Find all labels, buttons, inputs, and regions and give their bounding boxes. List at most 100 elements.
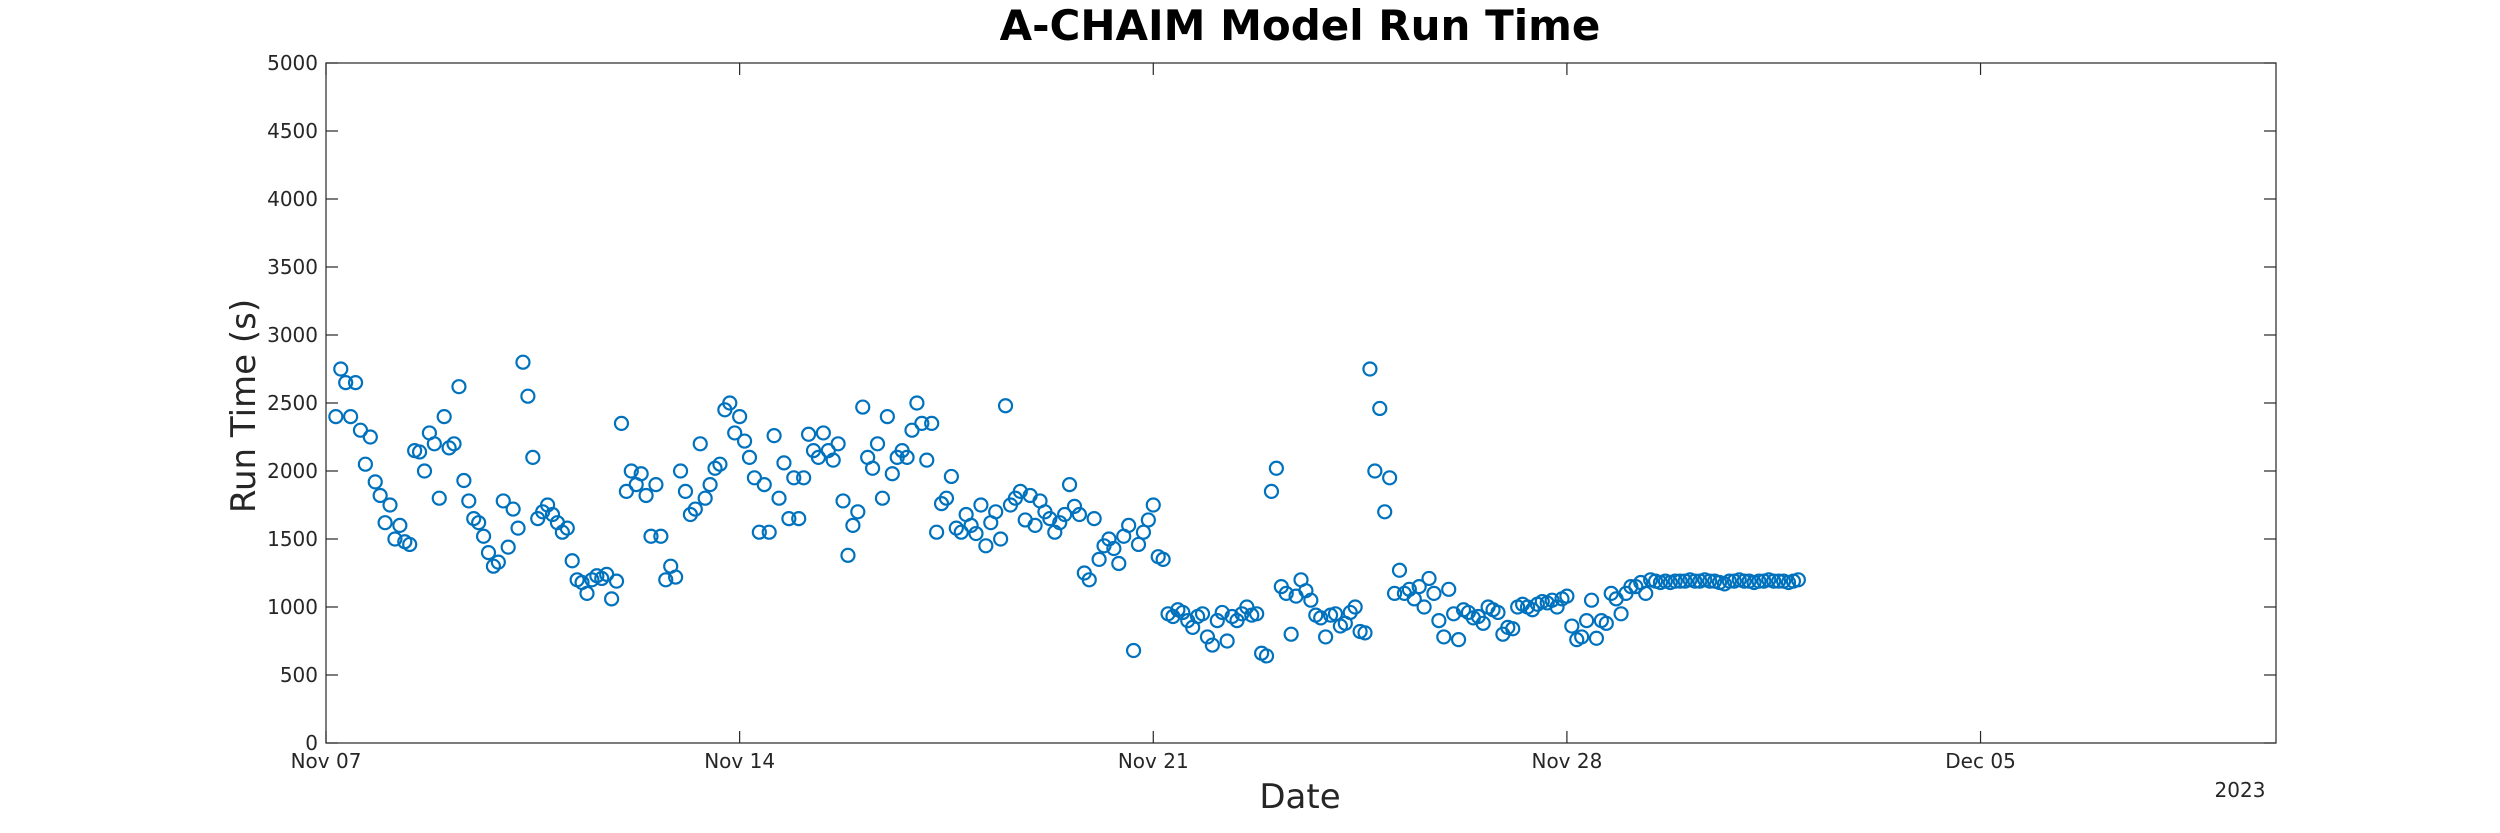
data-point xyxy=(480,544,497,561)
data-point xyxy=(1086,510,1102,527)
data-point xyxy=(372,487,388,504)
data-point xyxy=(1559,588,1575,604)
data-point xyxy=(899,449,915,465)
data-point xyxy=(825,452,841,468)
data-point xyxy=(1736,573,1752,589)
y-tick-label: 3000 xyxy=(267,323,318,347)
data-point xyxy=(712,456,728,472)
data-point xyxy=(1588,630,1605,646)
data-point xyxy=(416,463,433,479)
y-tick-label: 5000 xyxy=(267,51,318,75)
data-point xyxy=(884,466,900,482)
data-point xyxy=(1667,573,1683,589)
data-point xyxy=(643,528,659,544)
data-point xyxy=(471,515,487,531)
data-point xyxy=(850,504,866,520)
data-point xyxy=(781,510,797,527)
x-tick-label: Nov 14 xyxy=(704,749,775,773)
data-point xyxy=(697,490,713,506)
data-point xyxy=(1313,610,1329,626)
data-point xyxy=(1061,477,1078,493)
data-point xyxy=(968,525,984,542)
data-point xyxy=(736,433,753,449)
data-point xyxy=(475,528,492,544)
data-point xyxy=(879,409,895,425)
data-point xyxy=(1771,573,1787,589)
data-point xyxy=(929,524,945,540)
y-tick-label: 2000 xyxy=(267,459,318,483)
data-point xyxy=(505,501,521,517)
chart-title: A-CHAIM Model Run Time xyxy=(1000,1,1601,50)
data-point xyxy=(1441,581,1457,597)
data-point xyxy=(1209,612,1225,629)
x-tick-label: Nov 21 xyxy=(1118,749,1189,773)
data-point xyxy=(1702,573,1718,589)
data-point xyxy=(411,444,428,460)
data-point xyxy=(387,531,403,547)
data-point xyxy=(1012,483,1028,499)
data-point xyxy=(633,466,649,482)
data-point xyxy=(367,474,383,490)
data-point xyxy=(1214,604,1230,621)
data-point xyxy=(668,569,684,585)
data-point xyxy=(776,455,792,471)
data-point xyxy=(800,426,817,442)
data-point xyxy=(1106,540,1122,557)
data-point xyxy=(1194,606,1211,622)
data-point xyxy=(1613,606,1629,622)
data-point xyxy=(722,395,738,411)
data-point xyxy=(1111,555,1127,572)
data-point xyxy=(1175,604,1191,621)
data-point xyxy=(1490,604,1506,621)
data-point xyxy=(623,463,639,479)
data-point xyxy=(451,379,467,395)
data-point xyxy=(914,415,930,431)
data-point xyxy=(1057,506,1073,523)
data-point xyxy=(702,477,718,493)
data-point xyxy=(461,493,477,509)
x-tick-label: Nov 28 xyxy=(1531,749,1602,773)
data-point xyxy=(1638,585,1654,602)
data-point xyxy=(692,436,708,452)
data-point xyxy=(1411,578,1427,595)
data-point xyxy=(1450,632,1467,648)
data-point xyxy=(766,428,782,444)
data-point xyxy=(1623,578,1639,595)
data-point xyxy=(756,477,772,493)
data-point xyxy=(382,497,398,513)
data-point xyxy=(1475,615,1491,631)
data-point xyxy=(1431,612,1447,629)
data-point xyxy=(1357,625,1373,641)
data-point xyxy=(874,490,891,506)
data-point xyxy=(963,517,979,534)
data-point xyxy=(1052,515,1068,531)
y-tick-label: 2500 xyxy=(267,391,318,415)
data-point xyxy=(1672,573,1688,589)
data-point xyxy=(1386,585,1403,602)
data-point xyxy=(973,497,989,513)
data-point xyxy=(761,524,777,540)
data-point xyxy=(328,409,344,425)
data-point xyxy=(1446,606,1462,622)
y-tick-label: 500 xyxy=(280,663,318,687)
data-point xyxy=(1583,592,1600,608)
data-point xyxy=(1505,621,1521,637)
data-point xyxy=(515,354,531,370)
data-point xyxy=(1042,510,1058,527)
data-point xyxy=(426,436,442,452)
data-point xyxy=(1140,512,1156,528)
data-point xyxy=(1318,629,1334,645)
data-point xyxy=(1066,498,1083,514)
data-point xyxy=(357,456,373,472)
data-point xyxy=(1362,361,1378,377)
data-point xyxy=(1204,637,1220,653)
data-point xyxy=(909,395,925,411)
data-point xyxy=(604,591,620,607)
data-point xyxy=(510,520,526,536)
data-point xyxy=(392,517,408,534)
data-point xyxy=(741,449,758,465)
data-point xyxy=(1766,573,1782,589)
data-point xyxy=(333,361,349,377)
data-point xyxy=(1283,626,1299,642)
